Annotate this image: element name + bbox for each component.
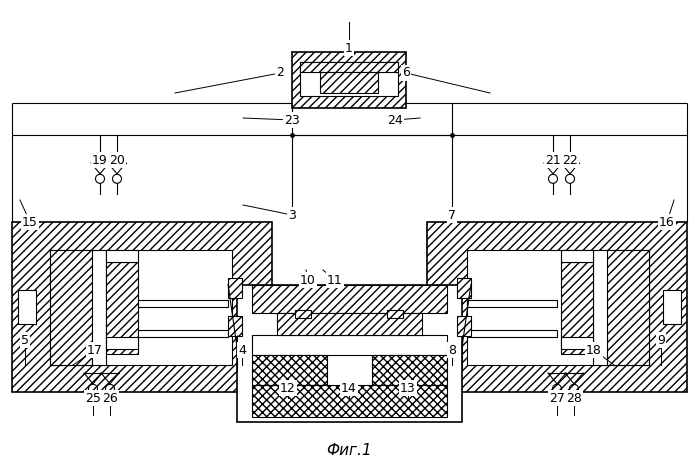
Bar <box>237 285 462 422</box>
Text: 24: 24 <box>387 114 403 126</box>
Bar <box>300 62 398 72</box>
Text: 6: 6 <box>402 67 410 79</box>
Bar <box>252 335 447 355</box>
Bar <box>372 355 447 385</box>
Bar <box>252 285 447 313</box>
Text: 5: 5 <box>21 333 29 347</box>
Text: 16: 16 <box>659 216 675 228</box>
Bar <box>561 250 593 262</box>
Text: 12: 12 <box>280 382 296 394</box>
Bar <box>561 337 593 349</box>
Text: 27: 27 <box>549 392 565 404</box>
Bar <box>50 250 92 365</box>
Text: 22: 22 <box>562 154 578 166</box>
Text: 28: 28 <box>566 392 582 404</box>
Bar <box>457 316 471 336</box>
Text: 13: 13 <box>400 382 416 394</box>
Text: 26: 26 <box>102 392 118 404</box>
Bar <box>593 250 607 365</box>
Text: 17: 17 <box>87 343 103 357</box>
Bar <box>228 278 242 298</box>
Bar <box>106 262 138 354</box>
Bar <box>106 337 138 349</box>
Bar <box>320 72 378 93</box>
Bar <box>12 222 272 392</box>
Text: 18: 18 <box>586 343 602 357</box>
Text: 1: 1 <box>345 42 353 54</box>
Bar <box>457 278 471 298</box>
Bar <box>292 52 406 108</box>
Bar <box>300 62 398 96</box>
Text: 8: 8 <box>448 343 456 357</box>
Text: 3: 3 <box>288 209 296 221</box>
Text: 7: 7 <box>448 209 456 221</box>
Bar <box>92 250 106 365</box>
Text: 20: 20 <box>109 154 125 166</box>
Bar <box>138 330 228 337</box>
Text: 11: 11 <box>327 273 343 287</box>
Bar <box>50 250 232 365</box>
Bar <box>277 313 422 335</box>
Text: 14: 14 <box>341 382 357 394</box>
Bar <box>387 310 403 318</box>
Bar <box>18 290 36 324</box>
Bar <box>106 250 138 262</box>
Bar <box>295 310 311 318</box>
Bar <box>467 330 557 337</box>
Bar <box>138 300 228 307</box>
Bar <box>663 290 681 324</box>
Text: 19: 19 <box>92 154 108 166</box>
Bar <box>561 262 593 354</box>
Bar <box>427 222 687 392</box>
Text: 25: 25 <box>85 392 101 404</box>
Text: 15: 15 <box>22 216 38 228</box>
Bar <box>467 300 557 307</box>
Bar <box>228 316 242 336</box>
Text: Фиг.1: Фиг.1 <box>326 443 372 457</box>
Text: 4: 4 <box>238 343 246 357</box>
Bar <box>252 355 327 385</box>
Text: 9: 9 <box>657 333 665 347</box>
Bar <box>607 250 649 365</box>
Text: 23: 23 <box>284 114 300 126</box>
Bar <box>252 385 447 417</box>
Text: 10: 10 <box>300 273 316 287</box>
Bar <box>467 250 649 365</box>
Text: 21: 21 <box>545 154 561 166</box>
Text: 2: 2 <box>276 67 284 79</box>
